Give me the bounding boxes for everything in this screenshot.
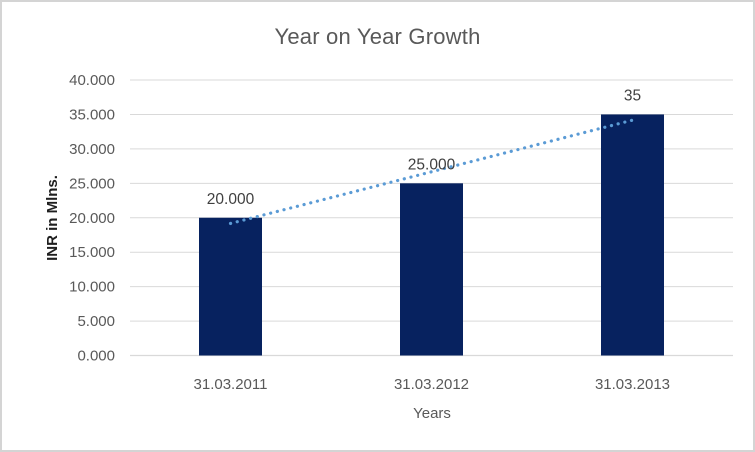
y-tick-label: 35.000 <box>69 106 115 123</box>
y-tick-label: 40.000 <box>69 72 115 89</box>
x-category-label: 31.03.2011 <box>194 376 268 393</box>
y-tick-label: 20.000 <box>69 210 115 227</box>
x-category-label: 31.03.2013 <box>595 376 670 393</box>
bar <box>400 183 463 356</box>
y-tick-label: 5.000 <box>77 313 115 330</box>
bar <box>199 217 262 356</box>
y-tick-label: 10.000 <box>69 279 115 296</box>
y-tick-label: 15.000 <box>69 244 115 261</box>
x-category-label: 31.03.2012 <box>394 376 469 393</box>
bar <box>601 114 664 356</box>
y-tick-label: 0.000 <box>77 348 115 365</box>
y-tick-label: 30.000 <box>69 141 115 158</box>
chart-title: Year on Year Growth <box>274 24 481 49</box>
trendline <box>228 118 635 226</box>
y-tick-label: 25.000 <box>69 175 115 192</box>
x-axis-title: Years <box>413 405 451 422</box>
bar-data-label: 35 <box>624 87 641 104</box>
bar-data-label: 20.000 <box>207 191 255 208</box>
bar-data-label: 25.000 <box>408 156 456 173</box>
